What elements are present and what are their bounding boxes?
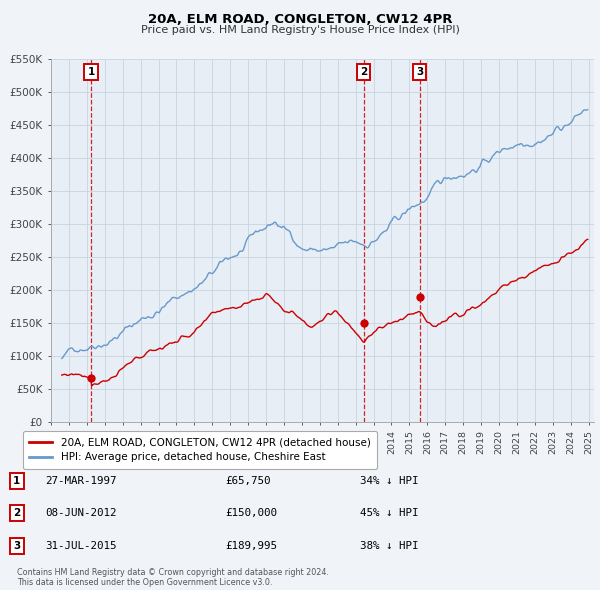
Text: 08-JUN-2012: 08-JUN-2012 xyxy=(45,509,116,518)
Text: 3: 3 xyxy=(13,541,20,550)
Text: 1: 1 xyxy=(88,67,95,77)
Text: 27-MAR-1997: 27-MAR-1997 xyxy=(45,476,116,486)
Text: 2: 2 xyxy=(360,67,367,77)
Text: 34% ↓ HPI: 34% ↓ HPI xyxy=(360,476,419,486)
Text: £189,995: £189,995 xyxy=(225,541,277,550)
Text: 2: 2 xyxy=(13,509,20,518)
Text: 31-JUL-2015: 31-JUL-2015 xyxy=(45,541,116,550)
Legend: 20A, ELM ROAD, CONGLETON, CW12 4PR (detached house), HPI: Average price, detache: 20A, ELM ROAD, CONGLETON, CW12 4PR (deta… xyxy=(23,431,377,468)
Text: 38% ↓ HPI: 38% ↓ HPI xyxy=(360,541,419,550)
Text: £150,000: £150,000 xyxy=(225,509,277,518)
Text: 45% ↓ HPI: 45% ↓ HPI xyxy=(360,509,419,518)
Text: Contains HM Land Registry data © Crown copyright and database right 2024.
This d: Contains HM Land Registry data © Crown c… xyxy=(17,568,329,587)
Text: 3: 3 xyxy=(416,67,424,77)
Text: Price paid vs. HM Land Registry's House Price Index (HPI): Price paid vs. HM Land Registry's House … xyxy=(140,25,460,35)
Text: 1: 1 xyxy=(13,476,20,486)
Text: 20A, ELM ROAD, CONGLETON, CW12 4PR: 20A, ELM ROAD, CONGLETON, CW12 4PR xyxy=(148,13,452,26)
Text: £65,750: £65,750 xyxy=(225,476,271,486)
